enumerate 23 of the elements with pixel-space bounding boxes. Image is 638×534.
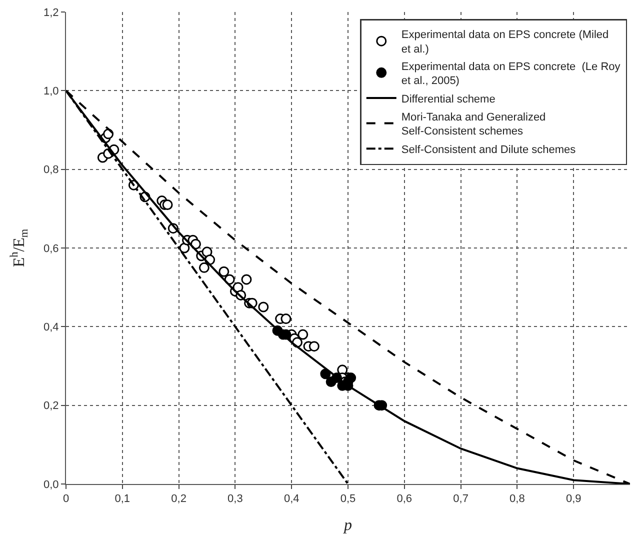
legend-label: Self-Consistent and Dilute schemes — [401, 144, 576, 156]
x-tick-label: 0,4 — [284, 493, 300, 506]
x-tick-label: 0,1 — [114, 493, 130, 506]
y-tick-label: 0,2 — [44, 400, 59, 412]
y-tick-label: 0,8 — [44, 164, 59, 176]
legend-label: Experimental data on EPS concrete (Le Roy et al., 2005) — [401, 60, 621, 88]
x-tick-label: 0,3 — [228, 493, 243, 506]
x-tick-label: 0,9 — [566, 493, 582, 506]
y-tick-label: 0,6 — [44, 242, 59, 255]
x-axis-title: p — [343, 517, 352, 534]
y-tick-label: 1,0 — [44, 86, 59, 98]
legend-label: Differential scheme — [401, 93, 496, 106]
x-tick-label: 0,6 — [396, 493, 412, 506]
x-tick-label: 0,8 — [510, 493, 525, 506]
legend-label: Experimental data on EPS concrete (Miled et al.) — [401, 29, 609, 56]
x-tick-label: 0,2 — [171, 493, 186, 506]
y-tick-label: 0,0 — [44, 478, 59, 491]
y-tick-label: 0,4 — [44, 322, 59, 334]
y-tick-label: 1,2 — [44, 6, 59, 19]
legend-label: Mori-Tanaka and Generalized Self-Consistent schemes — [401, 111, 546, 138]
x-tick-label: 0,5 — [340, 493, 356, 506]
x-tick-label: 0 — [62, 493, 70, 506]
x-tick-label: 0,7 — [453, 493, 468, 506]
